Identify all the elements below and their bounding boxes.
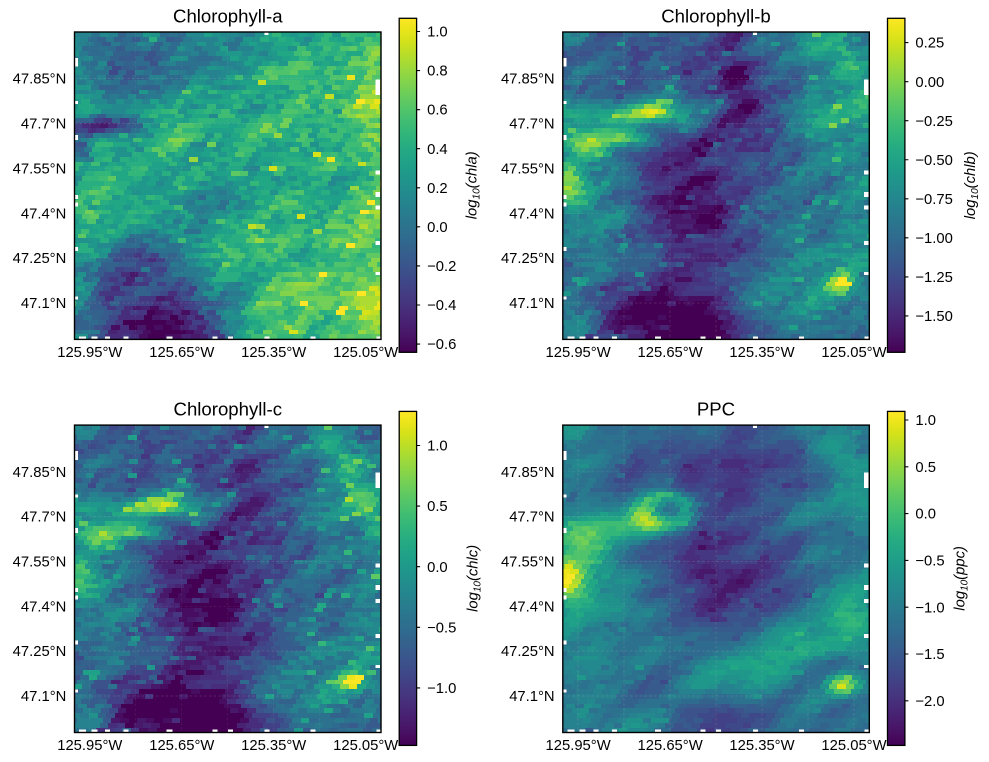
svg-text:1.0: 1.0 [427,25,448,41]
svg-text:47.25°N: 47.25°N [13,251,67,267]
svg-text:−0.5: −0.5 [915,554,944,570]
svg-text:47.1°N: 47.1°N [21,296,66,312]
svg-text:125.05°W: 125.05°W [333,345,398,361]
svg-text:0.8: 0.8 [427,64,448,80]
svg-text:47.4°N: 47.4°N [21,206,66,222]
svg-text:47.55°N: 47.55°N [13,161,67,177]
svg-text:125.95°W: 125.95°W [57,345,122,361]
svg-text:0.5: 0.5 [427,499,448,515]
svg-text:−0.50: −0.50 [915,153,952,169]
svg-text:47.85°N: 47.85°N [13,72,67,88]
svg-text:Chlorophyll-b: Chlorophyll-b [661,5,771,26]
svg-text:Chlorophyll-c: Chlorophyll-c [174,399,283,420]
svg-text:47.7°N: 47.7°N [21,510,66,526]
svg-text:−1.25: −1.25 [915,270,952,286]
svg-text:47.25°N: 47.25°N [13,644,67,660]
svg-text:0.00: 0.00 [915,75,944,91]
svg-text:log10(chlb): log10(chlb) [963,151,981,219]
svg-text:Chlorophyll-a: Chlorophyll-a [173,5,283,26]
svg-text:47.1°N: 47.1°N [509,296,554,312]
svg-text:125.05°W: 125.05°W [333,738,398,754]
svg-text:125.05°W: 125.05°W [821,345,886,361]
svg-text:125.35°W: 125.35°W [729,738,794,754]
svg-text:47.7°N: 47.7°N [21,117,66,133]
svg-text:125.65°W: 125.65°W [149,345,214,361]
svg-text:−1.0: −1.0 [427,681,456,697]
svg-text:log10(chlc): log10(chlc) [466,545,484,612]
svg-text:47.1°N: 47.1°N [21,689,66,705]
svg-text:log10(ppc): log10(ppc) [952,546,970,611]
svg-text:47.55°N: 47.55°N [501,161,555,177]
svg-text:PPC: PPC [697,399,735,420]
svg-text:47.1°N: 47.1°N [509,689,554,705]
svg-text:0.25: 0.25 [915,36,944,52]
svg-text:log10(chla): log10(chla) [464,151,482,219]
svg-text:−0.6: −0.6 [427,337,456,353]
svg-text:47.85°N: 47.85°N [501,465,555,481]
svg-text:125.35°W: 125.35°W [241,345,306,361]
svg-text:125.35°W: 125.35°W [241,738,306,754]
svg-text:−0.75: −0.75 [915,192,952,208]
svg-text:47.4°N: 47.4°N [509,599,554,615]
svg-text:125.65°W: 125.65°W [638,345,703,361]
svg-text:47.85°N: 47.85°N [13,465,67,481]
svg-text:−0.25: −0.25 [915,114,952,130]
svg-text:1.0: 1.0 [915,413,936,429]
svg-text:47.25°N: 47.25°N [501,251,555,267]
svg-text:0.0: 0.0 [427,560,448,576]
svg-text:47.85°N: 47.85°N [501,72,555,88]
svg-text:1.0: 1.0 [427,439,448,455]
svg-text:125.65°W: 125.65°W [149,738,214,754]
svg-text:125.95°W: 125.95°W [546,345,611,361]
svg-text:47.55°N: 47.55°N [501,555,555,571]
svg-text:−1.00: −1.00 [915,231,952,247]
svg-text:−0.4: −0.4 [427,298,456,314]
svg-text:−1.0: −1.0 [915,600,944,616]
svg-text:125.95°W: 125.95°W [57,738,122,754]
svg-text:47.7°N: 47.7°N [509,117,554,133]
svg-text:125.95°W: 125.95°W [546,738,611,754]
svg-text:47.4°N: 47.4°N [21,599,66,615]
svg-text:0.0: 0.0 [915,507,936,523]
svg-text:125.05°W: 125.05°W [821,738,886,754]
svg-text:0.5: 0.5 [915,460,936,476]
svg-text:47.55°N: 47.55°N [13,555,67,571]
svg-text:−1.5: −1.5 [915,647,944,663]
svg-text:125.65°W: 125.65°W [638,738,703,754]
svg-text:−0.5: −0.5 [427,620,456,636]
svg-text:125.35°W: 125.35°W [729,345,794,361]
svg-text:0.4: 0.4 [427,142,448,158]
svg-text:47.7°N: 47.7°N [509,510,554,526]
svg-text:47.4°N: 47.4°N [509,206,554,222]
svg-text:−0.2: −0.2 [427,259,456,275]
svg-text:0.2: 0.2 [427,181,448,197]
svg-text:−1.50: −1.50 [915,309,952,325]
svg-text:47.25°N: 47.25°N [501,644,555,660]
svg-text:−2.0: −2.0 [915,694,944,710]
svg-text:0.6: 0.6 [427,103,448,119]
svg-text:0.0: 0.0 [427,220,448,236]
